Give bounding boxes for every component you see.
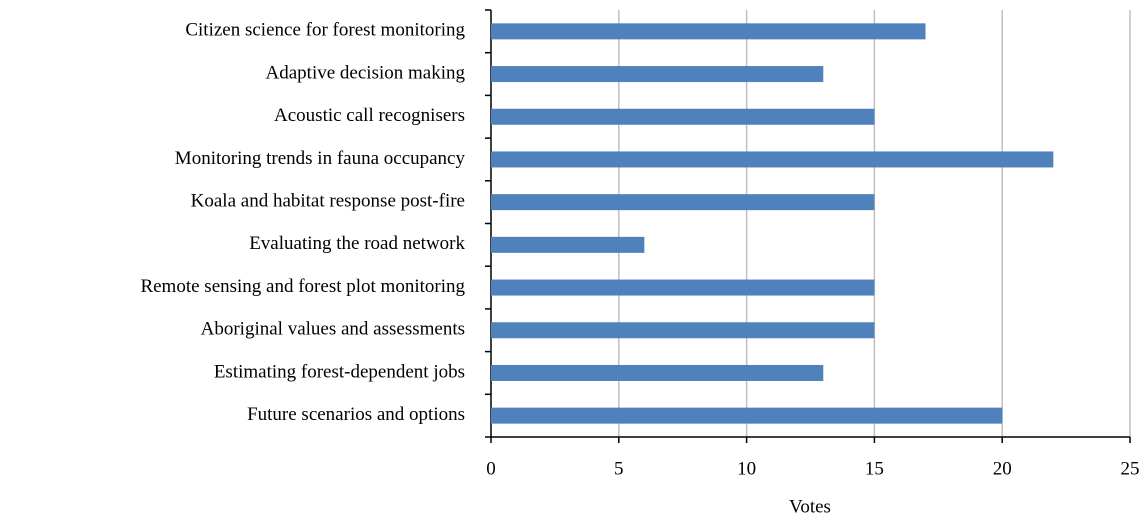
bar: [491, 407, 1003, 424]
y-tick-label: Adaptive decision making: [266, 62, 466, 83]
x-tick-label: 25: [1121, 458, 1140, 479]
y-tick-label: Aboriginal values and assessments: [201, 319, 465, 340]
bar: [491, 194, 875, 211]
y-tick-label: Estimating forest-dependent jobs: [214, 361, 465, 382]
bar: [491, 322, 875, 339]
y-tick-label: Acoustic call recognisers: [274, 105, 465, 126]
y-tick-label: Citizen science for forest monitoring: [185, 20, 465, 41]
bar: [491, 23, 926, 40]
y-tick-label: Evaluating the road network: [249, 233, 465, 254]
bar: [491, 279, 875, 296]
y-tick-label: Future scenarios and options: [247, 404, 465, 425]
x-tick-label: 5: [614, 458, 624, 479]
bar: [491, 236, 645, 253]
bar: [491, 151, 1054, 168]
bar: [491, 108, 875, 125]
bar: [491, 66, 824, 83]
y-tick-label: Monitoring trends in fauna occupancy: [175, 148, 466, 169]
x-tick-label: 0: [486, 458, 496, 479]
y-tick-label: Remote sensing and forest plot monitorin…: [140, 276, 465, 297]
x-tick-label: 15: [865, 458, 884, 479]
x-tick-label: 10: [737, 458, 756, 479]
bar: [491, 364, 824, 381]
x-axis-label: Votes: [789, 496, 831, 517]
x-tick-label: 20: [993, 458, 1012, 479]
y-tick-label: Koala and habitat response post-fire: [191, 191, 465, 212]
